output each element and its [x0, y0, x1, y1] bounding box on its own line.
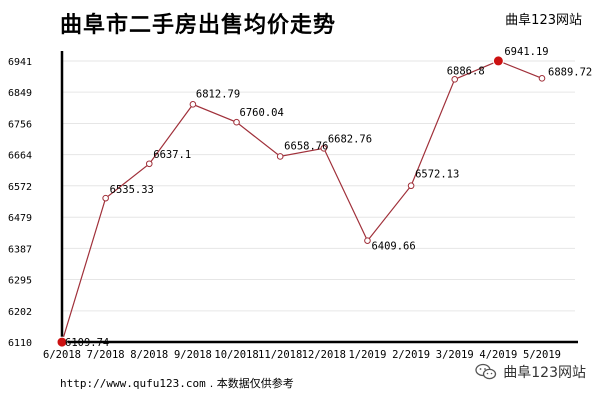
data-point-highlight	[56, 336, 68, 348]
data-label: 6409.66	[371, 241, 415, 253]
x-tick-labels: 6/2018 7/2018 8/2018 9/2018 10/2018 11/2018 12…	[43, 349, 561, 361]
data-point	[276, 153, 284, 160]
y-tick-label: 6202	[8, 307, 32, 318]
data-label: 6535.33	[110, 184, 154, 196]
x-tick-label: 6/2018	[43, 349, 81, 361]
y-tick-label: 6387	[8, 244, 32, 255]
data-point	[364, 237, 371, 244]
y-tick-label: 6295	[8, 275, 32, 286]
x-tick-label: 8/2018	[130, 349, 168, 361]
x-tick-label: 12/2018	[302, 349, 346, 361]
y-tick-label: 6849	[8, 88, 32, 99]
data-points	[56, 55, 546, 348]
y-tick-label: 6572	[8, 182, 32, 193]
data-label: 6572.13	[415, 169, 459, 181]
y-tick-labels: 6110 6202 6295 6387 6479 6572 6664 6756 6849 6941	[8, 57, 32, 349]
data-point	[320, 145, 328, 152]
data-point	[451, 76, 459, 83]
wechat-icon	[475, 363, 497, 381]
grid-lines	[62, 60, 575, 312]
data-label: 6637.1	[153, 149, 191, 161]
axes	[60, 51, 578, 344]
y-tick-label: 6110	[8, 338, 32, 349]
data-point	[233, 118, 240, 126]
x-tick-label: 9/2018	[174, 349, 212, 361]
x-tick-label: 10/2018	[214, 349, 258, 361]
y-tick-label: 6756	[8, 120, 32, 131]
data-label: 6682.76	[328, 133, 372, 145]
y-tick-label: 6479	[8, 213, 32, 224]
data-point	[145, 160, 153, 168]
data-point	[407, 182, 415, 190]
source-url[interactable]: http://www.qufu123.com	[60, 377, 206, 390]
disclaimer: . 本数据仅供参考	[209, 377, 294, 390]
brand-label: 曲阜123网站	[505, 13, 582, 28]
watermark-text: 曲阜123网站	[503, 365, 586, 381]
y-tick-label: 6941	[8, 57, 32, 68]
x-tick-label: 5/2019	[523, 349, 561, 361]
footer: http://www.qufu123.com. 本数据仅供参考	[60, 375, 294, 391]
x-tick-label: 2/2019	[392, 349, 430, 361]
data-point	[189, 101, 197, 108]
data-label: 6109.74	[65, 337, 109, 349]
x-tick-label: 3/2019	[436, 349, 474, 361]
data-point-highlight	[492, 55, 504, 67]
chart-title: 曲阜市二手房出售均价走势	[60, 13, 337, 38]
data-label: 6760.04	[240, 107, 284, 119]
data-point	[102, 194, 109, 202]
x-tick-label: 4/2019	[479, 349, 517, 361]
data-label: 6658.76	[284, 140, 328, 152]
data-label: 6941.19	[504, 46, 548, 58]
x-tick-label: 1/2019	[348, 349, 386, 361]
x-tick-label: 11/2018	[258, 349, 302, 361]
series-line	[61, 60, 543, 343]
data-point	[538, 75, 546, 82]
data-label: 6812.79	[196, 88, 240, 100]
y-tick-label: 6664	[8, 151, 32, 162]
data-label: 6889.72	[548, 66, 592, 78]
watermark: 曲阜123网站	[475, 362, 586, 382]
x-tick-label: 7/2018	[87, 349, 125, 361]
data-label: 6886.8	[447, 65, 485, 77]
